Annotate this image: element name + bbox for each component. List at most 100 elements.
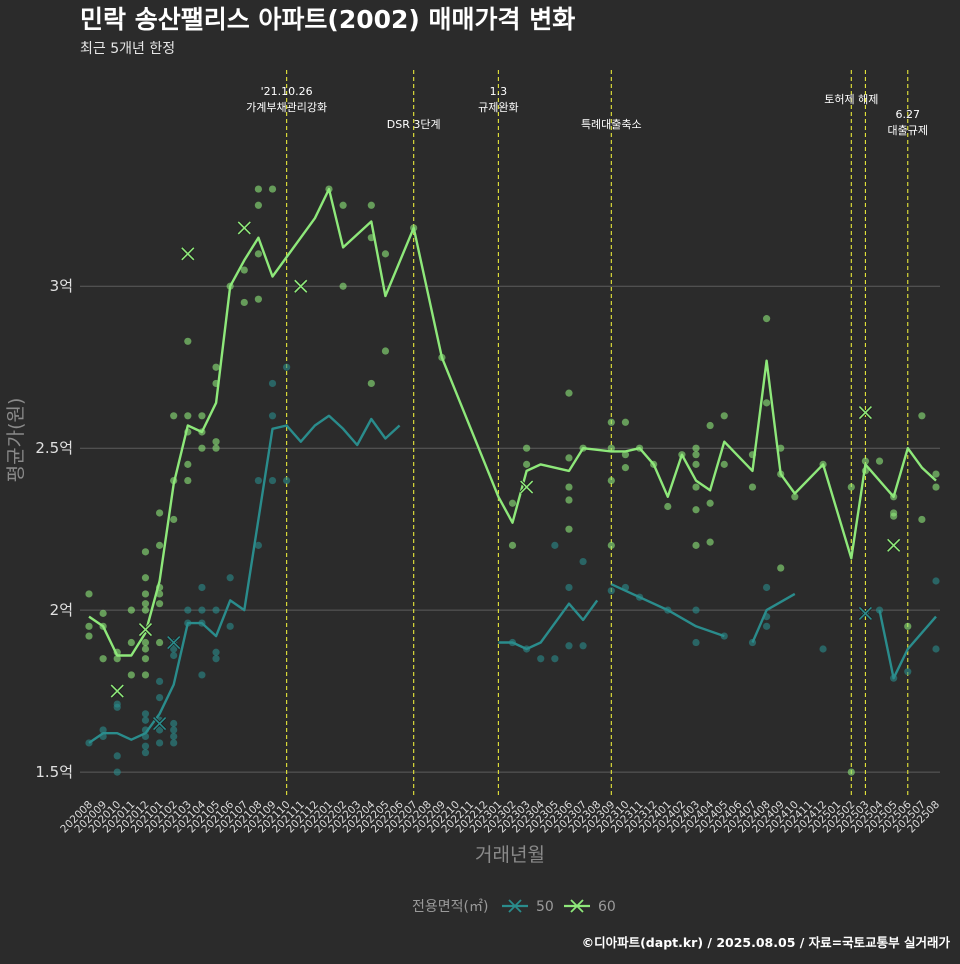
point-60: [523, 444, 531, 452]
legend-items: 50 60: [502, 899, 616, 915]
x-marker-50: [167, 635, 181, 650]
point-60: [254, 201, 262, 209]
point-60: [141, 671, 150, 679]
point-60: [99, 655, 107, 663]
point-60: [621, 418, 630, 426]
event-label: 토허제 해제: [824, 92, 878, 106]
event-label: '21.10.26: [261, 85, 313, 98]
point-60: [141, 590, 150, 598]
point-60: [890, 509, 898, 517]
point-60: [240, 298, 248, 307]
point-60: [565, 525, 573, 533]
point-50: [283, 363, 291, 371]
data-points: [85, 185, 940, 776]
point-60: [99, 609, 107, 617]
point-50: [932, 645, 940, 653]
line-50: [751, 592, 796, 643]
x-tick-labels: 2020082020092020102020112020122021012021…: [58, 798, 942, 835]
point-50: [551, 541, 559, 549]
point-60: [763, 315, 771, 323]
point-50: [155, 739, 164, 747]
point-60: [918, 515, 926, 524]
legend-marker-50: [508, 899, 522, 913]
point-60: [254, 295, 262, 303]
point-50: [268, 412, 277, 420]
line-50: [88, 414, 401, 744]
x-markers: [110, 220, 901, 731]
point-60: [720, 412, 728, 420]
event-label: 6.27: [896, 108, 921, 121]
point-60: [918, 412, 926, 420]
legend-marker-60: [570, 899, 584, 913]
point-60: [692, 483, 700, 491]
legend-label-50: 50: [536, 899, 554, 915]
point-60: [268, 185, 277, 193]
point-60: [748, 483, 757, 491]
event-label: DSR 3단계: [387, 118, 441, 131]
y-tick-label: 1.5억: [35, 763, 73, 781]
point-60: [706, 499, 714, 507]
point-50: [551, 655, 559, 663]
point-60: [85, 632, 93, 640]
point-60: [777, 444, 785, 452]
line-50: [878, 609, 937, 680]
point-60: [127, 671, 135, 679]
event-label: 대출규제: [888, 124, 928, 137]
x-marker-60: [520, 480, 534, 494]
point-50: [170, 739, 178, 747]
point-50: [565, 583, 573, 592]
point-60: [367, 201, 375, 209]
point-50: [254, 541, 262, 549]
point-50: [763, 583, 771, 592]
point-50: [99, 726, 107, 734]
point-60: [565, 389, 573, 397]
point-50: [141, 710, 150, 718]
line-50: [610, 583, 725, 638]
point-60: [706, 538, 714, 546]
point-60: [932, 483, 940, 491]
y-axis-label: 평균가(원): [5, 398, 27, 483]
point-50: [268, 379, 277, 388]
point-60: [932, 470, 940, 478]
point-50: [226, 574, 234, 582]
point-60: [777, 564, 785, 572]
event-label: 가계부채관리강화: [246, 101, 327, 114]
point-60: [692, 506, 700, 514]
legend-label-60: 60: [598, 899, 616, 915]
point-50: [565, 642, 573, 650]
point-50: [212, 648, 220, 656]
point-60: [607, 418, 615, 426]
point-60: [155, 509, 164, 517]
point-50: [692, 606, 700, 614]
point-60: [254, 185, 262, 193]
point-60: [198, 412, 206, 420]
point-60: [339, 201, 347, 209]
line-50: [498, 599, 599, 651]
point-60: [212, 444, 220, 452]
point-50: [579, 642, 587, 650]
point-60: [847, 768, 855, 776]
point-60: [565, 483, 573, 491]
point-50: [170, 645, 178, 653]
point-50: [537, 655, 545, 663]
credit-text: ©디아파트(dapt.kr) / 2025.08.05 / 자료=국토교통부 실…: [582, 935, 951, 950]
point-50: [170, 726, 178, 734]
event-label: 1.3: [490, 85, 508, 98]
point-60: [607, 541, 615, 549]
x-marker-60: [858, 406, 872, 420]
point-50: [113, 768, 121, 776]
series-lines: [88, 187, 937, 744]
point-60: [523, 460, 531, 468]
point-50: [155, 677, 164, 685]
point-50: [141, 742, 150, 750]
point-50: [113, 752, 121, 760]
point-60: [141, 645, 150, 653]
y-tick-label: 3억: [50, 277, 73, 295]
point-60: [508, 499, 517, 507]
point-60: [212, 438, 220, 446]
point-60: [127, 606, 135, 614]
point-60: [381, 250, 390, 258]
